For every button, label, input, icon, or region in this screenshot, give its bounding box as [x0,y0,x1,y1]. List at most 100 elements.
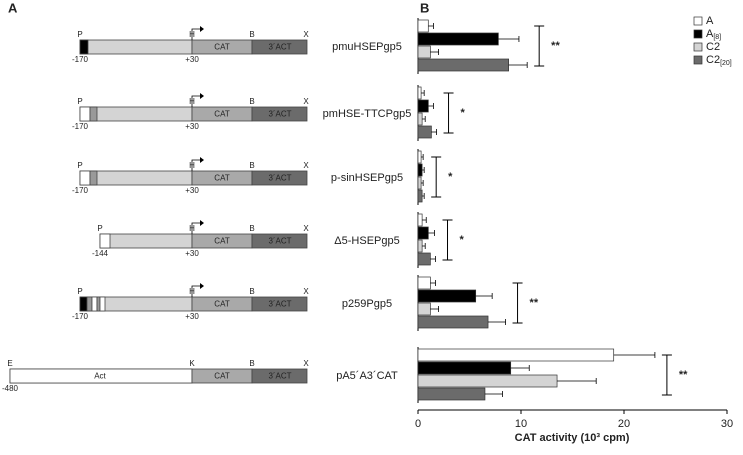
box-label: 3´ACT [268,43,291,52]
x-axis-label: CAT activity (10³ cpm) [515,432,630,444]
bar [417,189,423,203]
construct-name: p-sinHSEPgp5 [331,172,403,184]
error-bar [484,391,503,397]
site-label: X [303,287,309,296]
legend-swatch [693,29,703,39]
error-bar [422,167,425,173]
site-label: P [77,287,82,296]
error-bar [422,217,427,223]
tss-arrow [191,222,200,234]
bar [417,361,512,375]
bar [417,163,423,177]
construct-name: pA5´A3´CAT [336,370,398,382]
site-label: X [303,30,309,39]
site-label: H [189,224,195,233]
box-label: 3´ACT [268,174,291,183]
significance-bracket [512,282,523,324]
legend-name: C2 [706,54,720,66]
site-label: B [249,97,254,106]
arrowhead [200,157,204,163]
element [86,296,93,312]
error-bar [428,103,434,109]
significance-label: ** [551,40,560,52]
error-bar [510,365,530,371]
bar [417,302,431,316]
promoter-region [99,233,193,249]
site-label: B [249,224,254,233]
act-box [251,39,308,55]
tss-arrow [191,285,200,297]
position-label: +30 [185,122,199,131]
tss-arrow [191,159,200,171]
tss-arrow [191,28,200,40]
error-bar [431,129,437,135]
bar [417,19,429,33]
legend-label: C2[20] [706,54,732,67]
tss-arrow [191,95,200,107]
box-label: 3´ACT [268,300,291,309]
error-bar [475,293,493,299]
significance-bracket [661,354,672,396]
site-label: H [189,161,195,170]
site-label: E [7,359,12,368]
position-label: +30 [185,249,199,258]
significance-label: * [461,107,466,119]
bar [417,125,432,139]
site-label: X [303,359,309,368]
x-tick-label: 20 [618,418,630,430]
bar [417,86,422,100]
legend-name: C2 [706,41,720,53]
bar [417,32,499,46]
element [96,296,101,312]
box-label: 3´ACT [268,237,291,246]
element [89,106,98,122]
position-label: -170 [72,55,89,64]
element [99,233,111,249]
position-label: -144 [92,249,109,258]
legend-swatch [693,42,703,52]
significance-label: * [448,171,453,183]
error-bar [498,36,520,42]
construct-name: pmHSE-TTCPgp5 [323,108,412,120]
site-label: P [77,161,82,170]
error-bar [430,49,439,55]
error-bar [422,116,426,122]
position-label: +30 [185,312,199,321]
arrowhead [200,93,204,99]
error-bar [508,62,528,68]
significance-label: ** [679,369,688,381]
box-label: CAT [214,174,230,183]
bar [417,213,423,227]
site-label: X [303,161,309,170]
error-bar [613,352,656,358]
significance-label: * [460,234,465,246]
x-tick-label: 10 [515,418,527,430]
significance-bracket [442,219,453,261]
site-label: H [189,97,195,106]
site-label: H [189,287,195,296]
box-label: CAT [214,43,230,52]
site-label: P [77,30,82,39]
position-label: +30 [185,55,199,64]
site-label: P [77,97,82,106]
position-label: -480 [2,384,19,393]
error-bar [421,180,424,186]
error-bar [422,243,426,249]
error-bar [488,319,506,325]
bar [417,387,486,401]
x-tick-label: 0 [415,418,421,430]
element [79,106,91,122]
act-box [251,233,308,249]
site-label: P [97,224,102,233]
legend-name: A [706,28,714,40]
bar [417,239,423,253]
box-label: 3´ACT [268,110,291,119]
significance-bracket [431,156,442,198]
bar [417,150,422,164]
bar [417,374,558,388]
site-label: B [249,30,254,39]
element [89,170,98,186]
error-bar [421,90,425,96]
legend-swatch [693,16,703,26]
position-label: -170 [72,186,89,195]
